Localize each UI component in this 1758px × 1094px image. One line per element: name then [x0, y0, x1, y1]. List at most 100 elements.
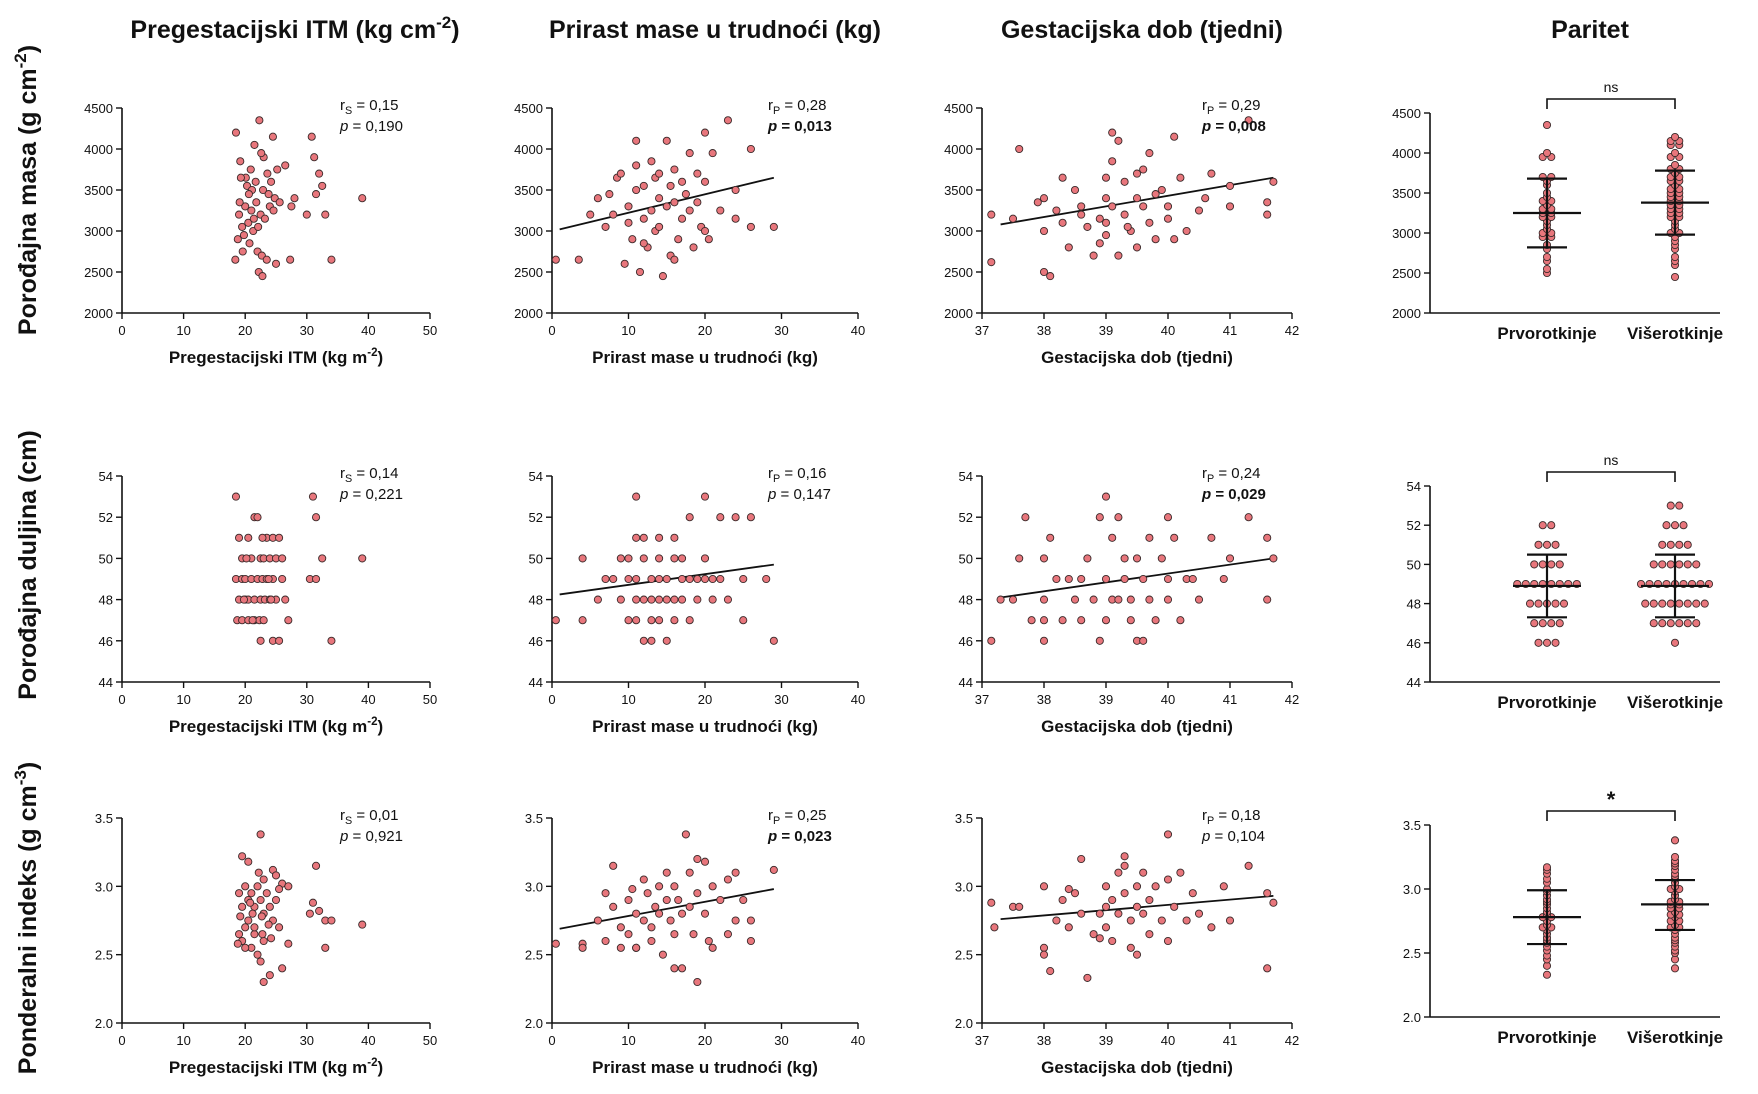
x-tick-label: 30 — [774, 323, 788, 338]
data-point — [1683, 619, 1692, 628]
data-point — [1551, 599, 1560, 608]
data-point — [1145, 149, 1154, 158]
data-point — [1201, 194, 1210, 203]
data-point — [678, 554, 687, 563]
data-point — [1101, 492, 1111, 501]
y-tick-label: 2000 — [1392, 306, 1421, 321]
data-point — [655, 882, 664, 891]
panel-r0-c1: 2000 2500 3000 3500 4000 4500 0 10 20 30 40 Prirast… — [514, 97, 865, 367]
data-point — [731, 513, 740, 522]
x-tick-label: 20 — [698, 323, 712, 338]
data-point — [987, 210, 996, 219]
significance-label: ns — [1604, 452, 1619, 468]
data-point — [236, 173, 245, 182]
data-point — [1120, 889, 1129, 898]
y-tick-label: 3500 — [84, 183, 113, 198]
data-point — [616, 595, 625, 604]
x-axis-label: Gestacijska dob (tjedni) — [1041, 717, 1233, 736]
data-point — [311, 190, 321, 199]
data-point — [308, 492, 318, 501]
data-point — [239, 231, 249, 240]
data-point — [987, 898, 996, 907]
data-point — [1170, 533, 1179, 542]
data-point — [609, 574, 618, 584]
data-point — [1089, 595, 1098, 604]
data-point — [1008, 214, 1018, 223]
data-point — [1163, 214, 1173, 223]
data-point — [1039, 616, 1049, 625]
x-tick-label: 40 — [1161, 323, 1175, 338]
data-point — [1064, 923, 1073, 932]
data-point — [248, 616, 257, 625]
x-tick-label: 40 — [1161, 1033, 1175, 1048]
data-point — [769, 636, 778, 645]
data-point — [658, 272, 667, 281]
data-point — [275, 923, 284, 932]
data-point — [231, 255, 240, 264]
correlation-coefficient: rP = 0,24 — [1202, 465, 1261, 485]
x-axis-label: Prirast mase u trudnoći (kg) — [592, 717, 818, 736]
data-point — [1670, 638, 1680, 647]
data-point — [632, 595, 641, 604]
data-point — [655, 616, 664, 625]
p-value: p = 0,008 — [1201, 118, 1266, 135]
data-point — [1139, 165, 1148, 174]
data-point — [257, 149, 266, 158]
data-point — [678, 214, 687, 223]
data-point — [1163, 595, 1173, 604]
data-point — [700, 574, 710, 584]
y-tick-label: 3000 — [944, 224, 973, 239]
data-point — [275, 636, 284, 645]
data-point — [1666, 619, 1675, 628]
data-point — [662, 895, 671, 905]
data-point — [647, 636, 656, 645]
data-point — [990, 923, 999, 932]
y-tick-label: 50 — [959, 551, 973, 566]
data-point — [1039, 554, 1049, 563]
data-point — [678, 964, 687, 973]
data-point — [327, 636, 336, 645]
y-tick-label: 4500 — [944, 101, 973, 116]
data-point — [1101, 902, 1111, 911]
data-point — [746, 936, 755, 946]
row-title: Ponderalni indeks (g cm-3) — [11, 762, 42, 1074]
x-tick-label: 30 — [300, 692, 314, 707]
x-axis-label: Pregestacijski ITM (kg m-2) — [169, 1057, 383, 1077]
data-point — [264, 920, 273, 929]
data-point — [234, 533, 244, 542]
data-point — [256, 957, 265, 966]
data-point — [1052, 574, 1061, 584]
data-point — [1120, 861, 1129, 870]
data-point — [1108, 533, 1117, 542]
data-point — [632, 943, 641, 952]
data-point — [256, 895, 265, 905]
data-point — [1263, 210, 1272, 219]
data-point — [1542, 148, 1552, 158]
y-tick-label: 52 — [959, 510, 973, 525]
data-point — [655, 574, 664, 584]
data-point — [311, 513, 321, 522]
data-point — [1658, 540, 1667, 549]
data-point — [639, 533, 648, 542]
data-point — [632, 136, 641, 145]
data-point — [1269, 177, 1278, 186]
data-point — [1263, 533, 1272, 542]
data-point — [235, 198, 244, 207]
data-point — [647, 206, 656, 215]
data-point — [635, 267, 645, 277]
y-tick-label: 2.5 — [95, 948, 113, 963]
data-point — [1219, 574, 1228, 584]
data-point — [321, 210, 330, 219]
data-point — [1194, 206, 1204, 215]
y-tick-label: 44 — [99, 675, 113, 690]
data-point — [639, 214, 648, 223]
data-point — [601, 222, 610, 231]
x-tick-label: 20 — [238, 1033, 252, 1048]
data-point — [1542, 540, 1552, 549]
data-point — [693, 169, 702, 178]
data-point — [1114, 251, 1123, 260]
data-point — [1108, 128, 1117, 137]
data-point — [731, 916, 740, 925]
data-point — [263, 169, 272, 178]
data-point — [284, 939, 293, 948]
